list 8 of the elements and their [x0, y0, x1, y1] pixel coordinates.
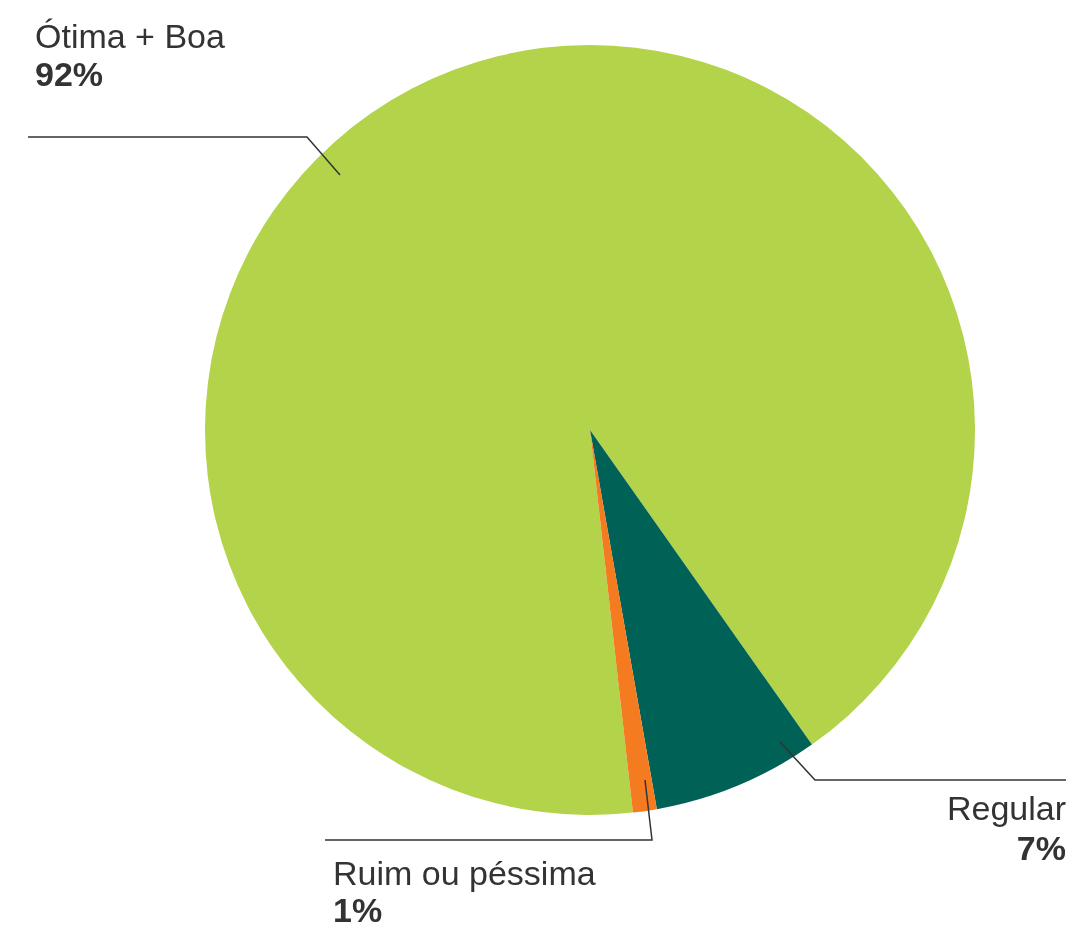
data-label: 7% — [1016, 829, 1066, 867]
pie-slice — [590, 430, 812, 810]
data-label: 92% — [35, 55, 104, 93]
data-label: 1% — [333, 891, 383, 929]
pie-slice — [590, 430, 657, 813]
slice-label: Ruim ou péssima — [333, 854, 596, 892]
slice-label: Regular — [946, 789, 1066, 827]
slice-label: Ótima + Boa — [35, 17, 226, 55]
